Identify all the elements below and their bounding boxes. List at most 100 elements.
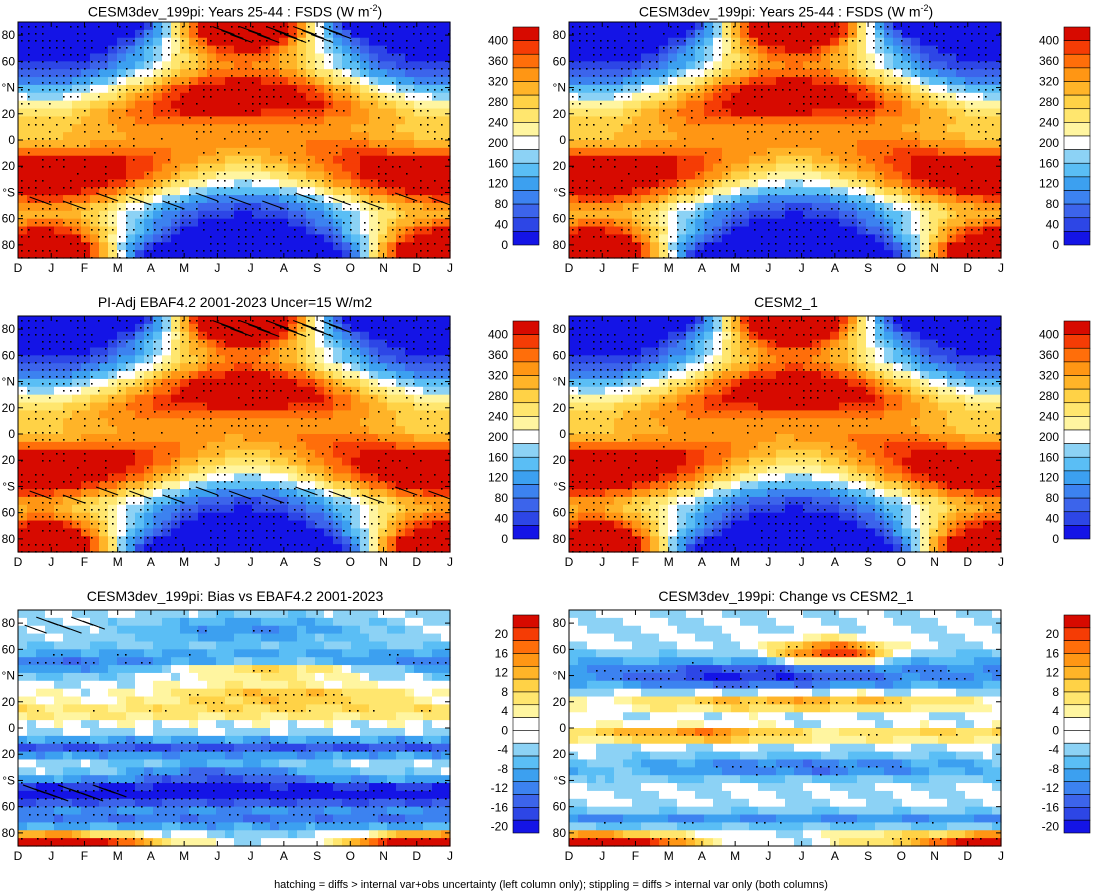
- heatmap-cell: [54, 140, 64, 149]
- heatmap-cell: [54, 187, 64, 196]
- heatmap-cell: [803, 29, 813, 39]
- heatmap-cell: [740, 202, 750, 212]
- stipple-dot: [579, 187, 581, 189]
- stipple-dot: [999, 33, 1001, 35]
- heatmap-cell: [686, 45, 696, 55]
- heatmap-cell: [162, 147, 172, 157]
- stipple-dot: [245, 68, 247, 70]
- heatmap-cell: [839, 124, 849, 133]
- heatmap-cell: [45, 37, 55, 47]
- heatmap-cell: [441, 140, 451, 149]
- stipple-dot: [273, 229, 275, 231]
- heatmap-cell: [306, 226, 316, 235]
- stipple-dot: [161, 75, 163, 77]
- stipple-dot: [866, 208, 868, 210]
- heatmap-cell: [306, 210, 316, 220]
- stipple-dot: [35, 180, 37, 182]
- heatmap-cell: [803, 202, 813, 212]
- heatmap-cell: [189, 140, 199, 149]
- heatmap-cell: [902, 140, 912, 149]
- stipple-dot: [796, 110, 798, 112]
- heatmap-cell: [225, 22, 235, 31]
- stipple-dot: [196, 187, 198, 189]
- heatmap-cell: [243, 195, 253, 204]
- stipple-dot: [789, 82, 791, 84]
- stipple-dot: [224, 187, 226, 189]
- heatmap-cell: [857, 242, 867, 251]
- heatmap-cell: [749, 179, 759, 188]
- stipple-dot: [168, 75, 170, 77]
- heatmap-cell: [686, 116, 696, 125]
- heatmap-cell: [938, 147, 948, 157]
- heatmap-cell: [641, 155, 651, 165]
- heatmap-cell: [81, 92, 91, 102]
- heatmap-cell: [884, 108, 894, 117]
- stipple-dot: [427, 47, 429, 49]
- heatmap-cell: [803, 69, 813, 78]
- heatmap-cell: [171, 195, 181, 204]
- stipple-dot: [210, 40, 212, 42]
- stipple-dot: [350, 208, 352, 210]
- stipple-dot: [579, 82, 581, 84]
- stipple-dot: [985, 138, 987, 140]
- heatmap-cell: [432, 202, 442, 212]
- heatmap-cell: [938, 234, 948, 243]
- heatmap-cell: [396, 92, 406, 102]
- heatmap-cell: [569, 116, 579, 125]
- stipple-dot: [266, 194, 268, 196]
- stipple-dot: [112, 152, 114, 154]
- heatmap-cell: [596, 179, 606, 188]
- heatmap-cell: [414, 124, 424, 133]
- heatmap-cell: [117, 226, 127, 235]
- stipple-dot: [42, 194, 44, 196]
- stipple-dot: [427, 222, 429, 224]
- stipple-dot: [971, 33, 973, 35]
- heatmap-cell: [306, 77, 316, 86]
- stipple-dot: [726, 26, 728, 28]
- stipple-dot: [628, 145, 630, 147]
- heatmap-cell: [234, 45, 244, 55]
- heatmap-cell: [216, 250, 226, 259]
- heatmap-cell: [45, 202, 55, 212]
- heatmap-cell: [360, 37, 370, 47]
- heatmap-cell: [740, 226, 750, 235]
- stipple-dot: [91, 222, 93, 224]
- stipple-dot: [845, 201, 847, 203]
- stipple-dot: [768, 215, 770, 217]
- stipple-dot: [908, 47, 910, 49]
- stipple-dot: [607, 26, 609, 28]
- heatmap-cell: [405, 132, 415, 141]
- stipple-dot: [887, 208, 889, 210]
- heatmap-cell: [252, 195, 262, 204]
- stipple-dot: [754, 131, 756, 133]
- heatmap-cell: [884, 250, 894, 259]
- stipple-dot: [266, 47, 268, 49]
- stipple-dot: [210, 250, 212, 252]
- stipple-dot: [859, 110, 861, 112]
- heatmap-cell: [767, 116, 777, 125]
- stipple-dot: [656, 215, 658, 217]
- stipple-dot: [915, 68, 917, 70]
- heatmap-cell: [81, 100, 91, 110]
- heatmap-cell: [54, 234, 64, 243]
- heatmap-cell: [767, 37, 777, 47]
- heatmap-cell: [243, 132, 253, 141]
- stipple-dot: [922, 26, 924, 28]
- heatmap-cell: [342, 210, 352, 220]
- stipple-dot: [112, 82, 114, 84]
- stipple-dot: [350, 61, 352, 63]
- heatmap-cell: [911, 155, 921, 165]
- heatmap-cell: [722, 140, 732, 149]
- stipple-dot: [434, 40, 436, 42]
- stipple-dot: [371, 103, 373, 105]
- stipple-dot: [224, 40, 226, 42]
- stipple-dot: [175, 180, 177, 182]
- heatmap-cell: [261, 147, 271, 157]
- stipple-dot: [350, 82, 352, 84]
- heatmap-cell: [324, 124, 334, 133]
- heatmap-cell: [956, 53, 966, 62]
- heatmap-cell: [677, 69, 687, 78]
- stipple-dot: [133, 187, 135, 189]
- heatmap-cell: [198, 29, 208, 39]
- heatmap-cell: [234, 242, 244, 251]
